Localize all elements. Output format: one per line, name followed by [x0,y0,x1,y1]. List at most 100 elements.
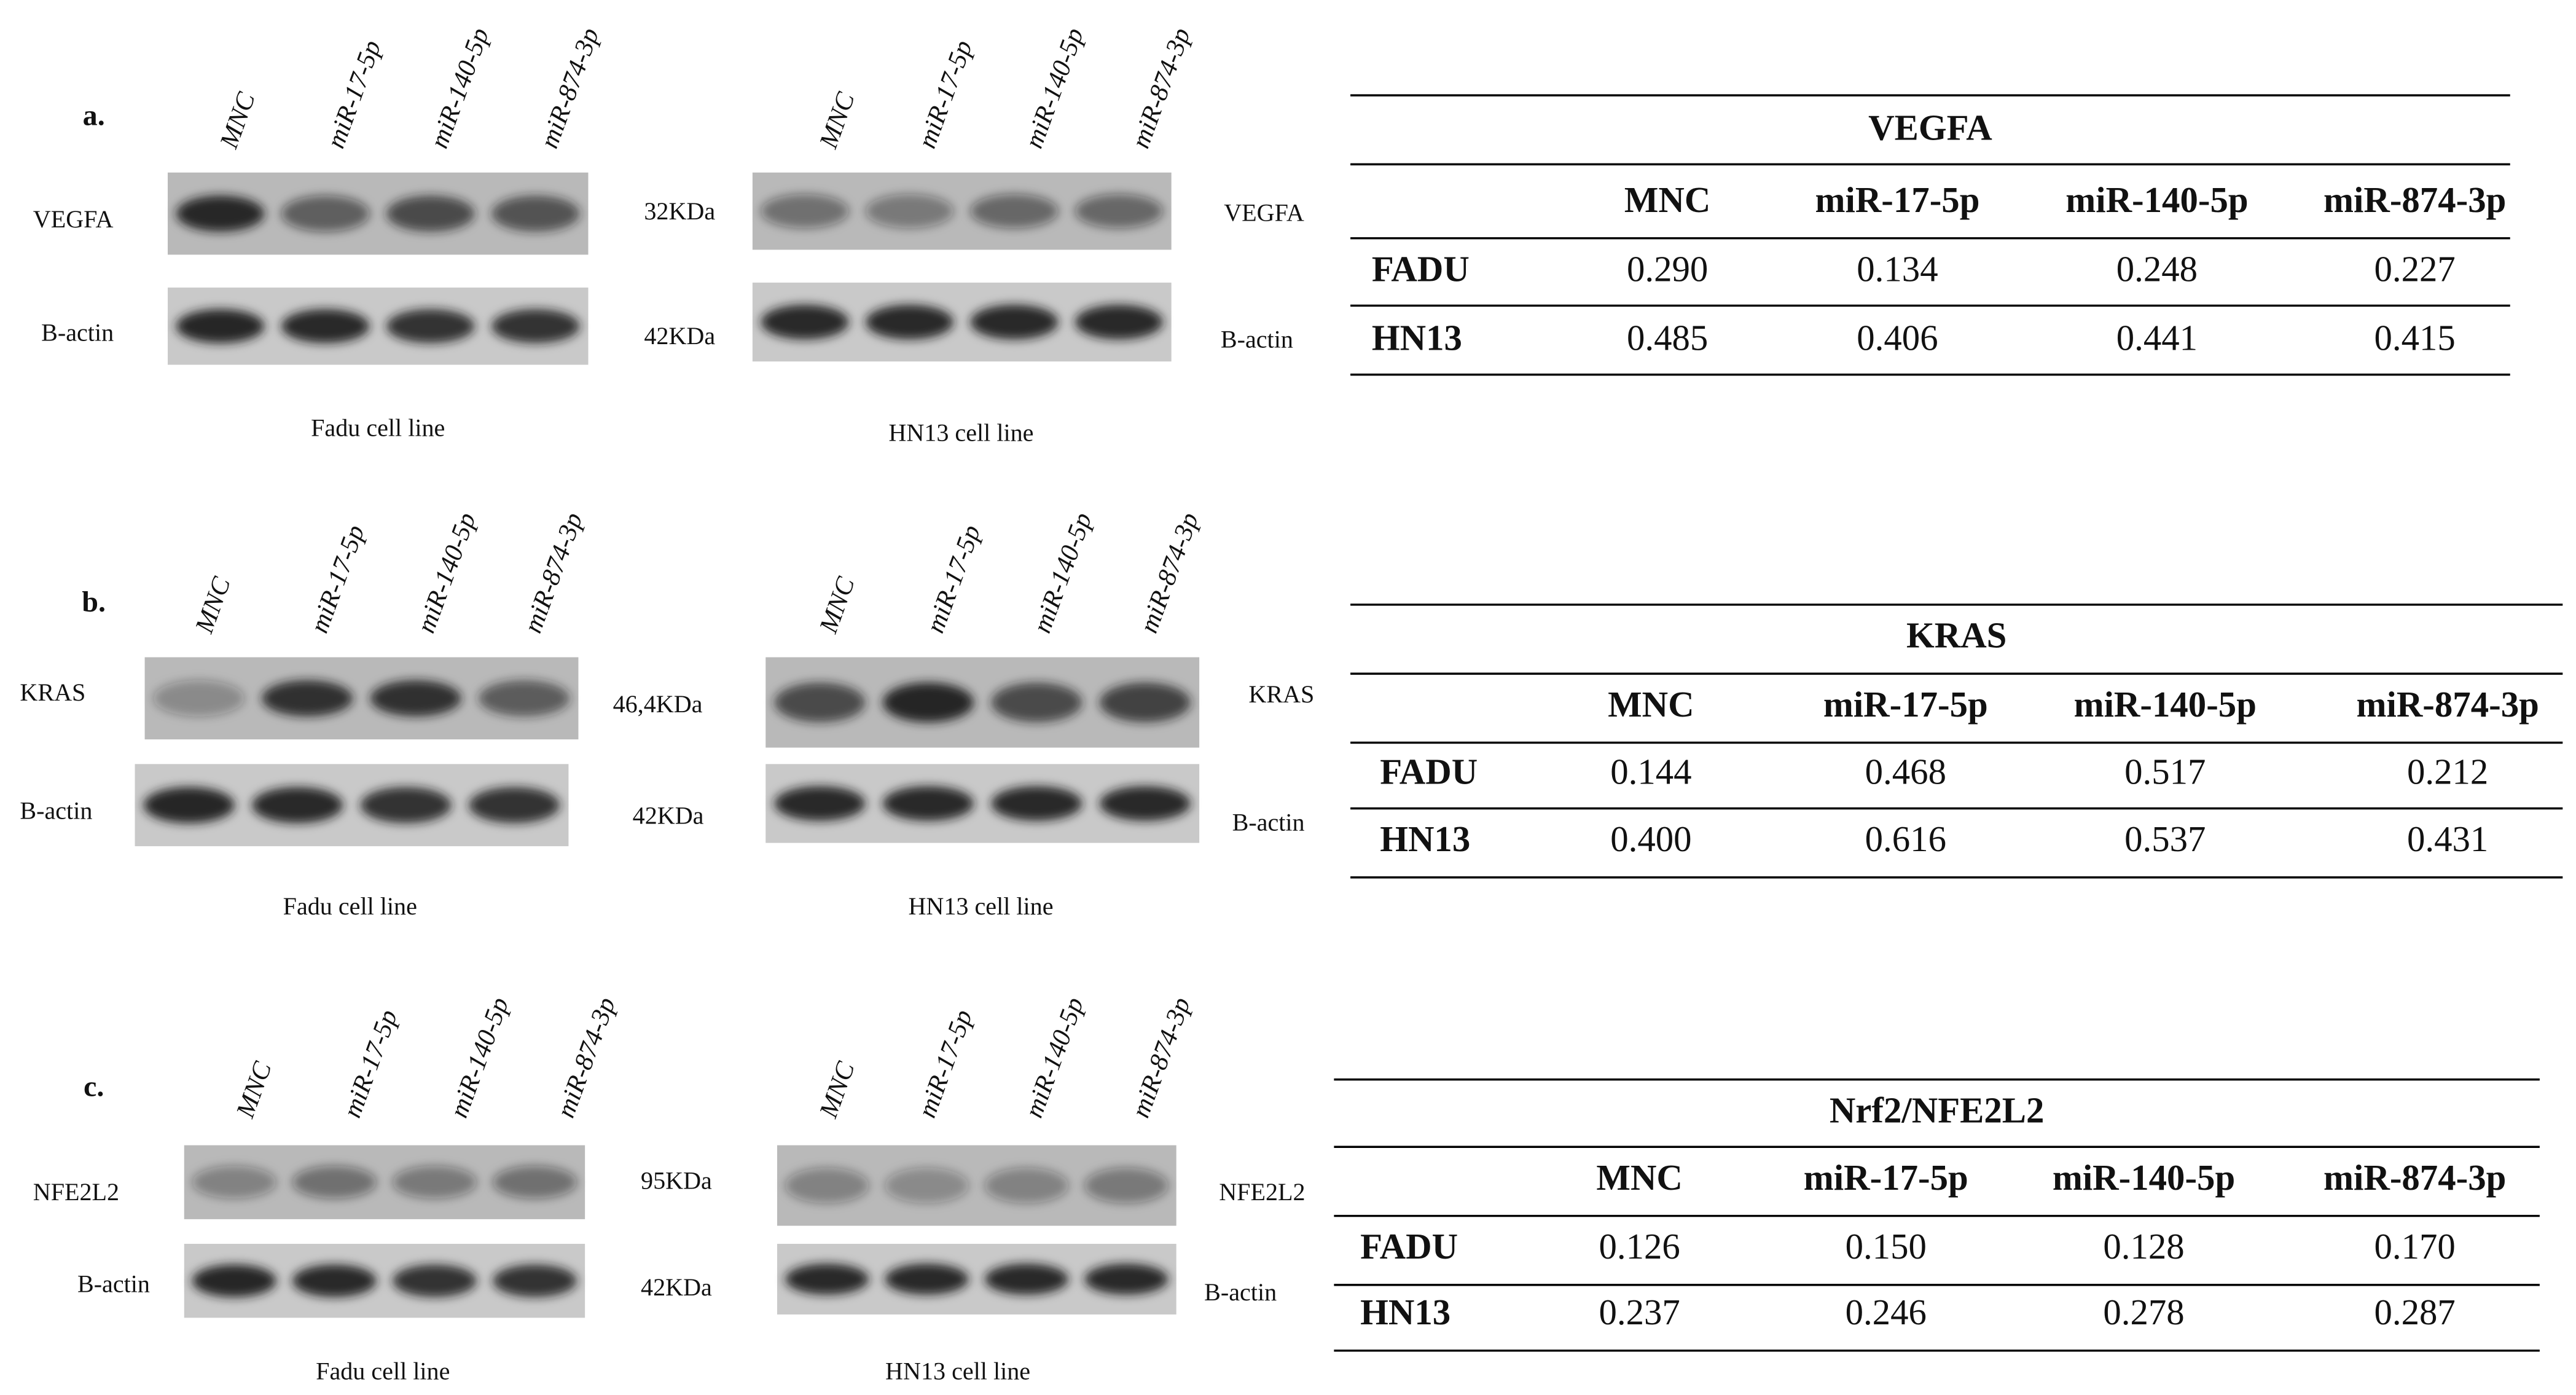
band [774,786,866,821]
band [1075,304,1164,340]
cell-line-caption: Fadu cell line [283,892,417,920]
band [984,1168,1069,1203]
band [281,309,370,344]
table-cell: 0.290 [1627,249,1708,289]
cell-line-caption: Fadu cell line [316,1357,450,1385]
kda-label: 42KDa [644,322,715,350]
band [882,786,974,821]
panel-label: c. [84,1071,104,1103]
band [991,682,1082,723]
band [491,309,580,344]
band [493,1166,577,1199]
control-blot [168,287,589,365]
table-cell: 0.128 [2103,1227,2184,1267]
table-cell: 0.227 [2374,249,2456,289]
table-cell: 0.517 [2124,752,2206,792]
band [176,195,265,232]
kda-label: 42KDa [633,802,704,830]
table-cell: 0.278 [2103,1292,2184,1332]
band [292,1166,377,1199]
band [1075,194,1164,229]
target-label: NFE2L2 [33,1178,119,1206]
control-label: B-actin [1204,1278,1277,1306]
kda-label: 42KDa [641,1273,712,1301]
table-title: VEGFA [1868,108,1992,147]
band [785,1263,869,1295]
band [360,787,452,823]
table-cell: 0.485 [1627,318,1708,358]
row-header: HN13 [1372,318,1462,358]
table-cell: 0.134 [1857,249,1938,289]
row-header: FADU [1380,752,1478,792]
target-blot [765,657,1200,748]
column-header: miR-874-3p [2323,180,2506,220]
band [143,787,235,823]
target-blot [752,172,1172,250]
band [865,194,954,229]
band [970,304,1059,340]
panel-label: a. [83,100,105,132]
control-blot [135,764,569,846]
table-cell: 0.126 [1599,1227,1680,1267]
table-title: KRAS [1906,616,2006,656]
band [386,195,475,232]
column-header: miR-17-5p [1823,685,1988,725]
table-title: Nrf2/NFE2L2 [1830,1090,2045,1130]
band [991,786,1082,821]
band [392,1264,477,1297]
control-blot [765,764,1200,843]
table-cell: 0.170 [2374,1227,2456,1267]
kda-label: 46,4KDa [613,690,703,718]
target-label: KRAS [20,678,85,706]
table-cell: 0.415 [2374,318,2456,358]
band [882,682,974,723]
band [491,195,580,232]
band [785,1168,869,1203]
table-cell: 0.144 [1610,752,1691,792]
table-cell: 0.287 [2374,1292,2456,1332]
row-header: FADU [1372,249,1470,289]
column-header: MNC [1596,1158,1682,1198]
column-header: miR-140-5p [2074,685,2257,725]
column-header: miR-874-3p [2357,685,2539,725]
cell-line-caption: HN13 cell line [888,419,1033,447]
band [1084,1263,1169,1295]
table-cell: 0.150 [1846,1227,1927,1267]
band [761,304,849,340]
cell-line-caption: Fadu cell line [311,414,445,442]
kda-label: 32KDa [644,197,715,225]
band [370,680,461,717]
band [1099,786,1191,821]
table-cell: 0.400 [1610,819,1691,859]
table-cell: 0.537 [2124,819,2206,859]
band [292,1264,377,1297]
control-label: B-actin [20,797,92,825]
target-label: VEGFA [1224,198,1304,226]
cell-line-caption: HN13 cell line [908,892,1053,920]
column-header: miR-17-5p [1804,1158,1968,1198]
band [1084,1168,1169,1203]
table-cell: 0.441 [2116,318,2198,358]
band [386,309,475,344]
target-blot [144,657,579,740]
band [970,194,1059,229]
cell-line-caption: HN13 cell line [885,1357,1030,1385]
target-label: NFE2L2 [1219,1178,1305,1206]
table-cell: 0.616 [1865,819,1946,859]
column-header: MNC [1624,180,1710,220]
column-header: miR-140-5p [2065,180,2248,220]
band [281,195,370,232]
row-header: FADU [1360,1227,1458,1267]
band [885,1263,969,1295]
control-label: B-actin [77,1270,150,1298]
target-blot [184,1145,585,1219]
band [176,309,265,344]
control-blot [752,282,1172,362]
target-label: VEGFA [33,205,114,233]
table-cell: 0.406 [1857,318,1938,358]
band [493,1264,577,1297]
target-label: KRAS [1248,680,1314,708]
kda-label: 95KDa [641,1166,712,1194]
target-blot [777,1145,1176,1226]
